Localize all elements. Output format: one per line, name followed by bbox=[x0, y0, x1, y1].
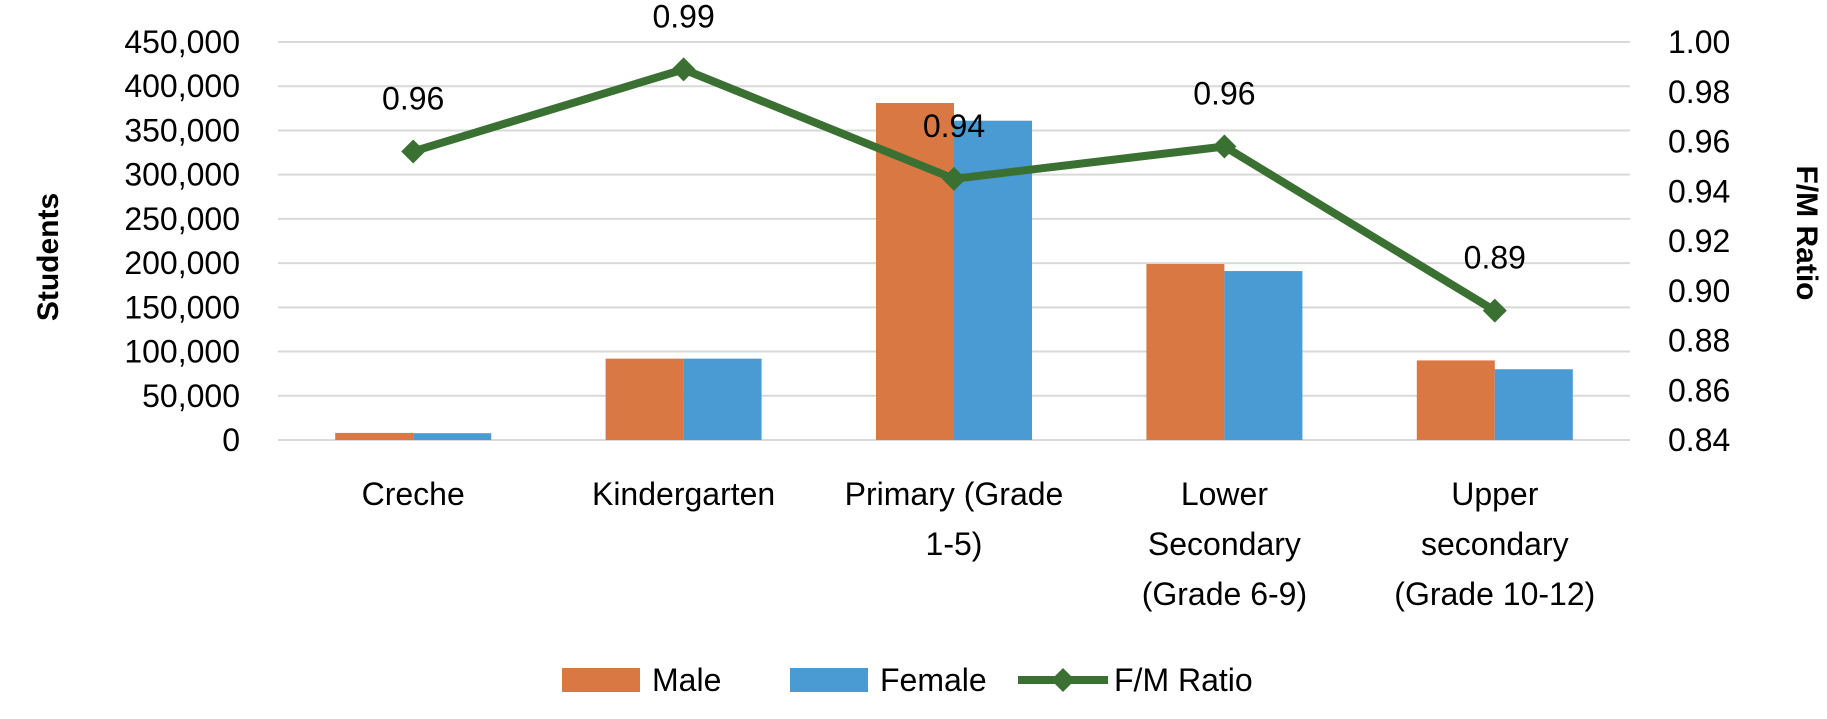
ratio-data-label: 0.94 bbox=[923, 108, 985, 144]
category-label: secondary bbox=[1421, 526, 1569, 562]
ratio-marker bbox=[942, 166, 966, 191]
right-axis-tick-label: 0.84 bbox=[1668, 422, 1730, 458]
category-label: Upper bbox=[1451, 476, 1539, 512]
right-axis-tick-label: 0.98 bbox=[1668, 74, 1730, 110]
left-axis-tick-label: 450,000 bbox=[124, 24, 240, 60]
category-label: (Grade 10-12) bbox=[1394, 576, 1595, 612]
category-label: Kindergarten bbox=[592, 476, 775, 512]
category-label: 1-5) bbox=[926, 526, 983, 562]
left-axis: 0 50,000 100,000 150,000 200,000 250,000 300,0… bbox=[32, 24, 240, 458]
ratio-marker bbox=[401, 139, 426, 164]
bar-series bbox=[335, 103, 1573, 441]
ratio-data-label: 0.96 bbox=[1193, 75, 1255, 111]
ratio-data-label: 0.89 bbox=[1464, 240, 1526, 276]
legend-label: Female bbox=[880, 662, 987, 698]
right-axis: 0.84 0.86 0.88 0.90 0.92 0.94 0.96 0.98 1.00 F/M … bbox=[1668, 24, 1823, 458]
category-label: (Grade 6-9) bbox=[1142, 576, 1307, 612]
legend: Male Female F/M Ratio bbox=[562, 662, 1253, 698]
right-axis-tick-label: 0.88 bbox=[1668, 323, 1730, 359]
category-labels: Creche Kindergarten Primary (Grade 1-5) Lowe… bbox=[362, 476, 1596, 612]
legend-label: F/M Ratio bbox=[1114, 662, 1253, 698]
bar-female bbox=[1224, 271, 1303, 440]
left-axis-tick-label: 100,000 bbox=[124, 334, 240, 370]
bar-male bbox=[335, 432, 414, 440]
ratio-data-label: 0.99 bbox=[652, 0, 714, 34]
category-label: Lower bbox=[1181, 476, 1269, 512]
left-axis-tick-label: 50,000 bbox=[142, 378, 240, 414]
bar-male bbox=[1416, 360, 1495, 440]
right-axis-tick-label: 1.00 bbox=[1668, 24, 1730, 60]
ratio-data-label: 0.96 bbox=[382, 80, 444, 116]
right-axis-tick-label: 0.94 bbox=[1668, 173, 1730, 209]
bar-female bbox=[1494, 369, 1573, 440]
category-label: Creche bbox=[362, 476, 465, 512]
legend-swatch bbox=[790, 668, 868, 692]
legend-marker bbox=[1051, 668, 1075, 692]
ratio-marker bbox=[671, 57, 696, 82]
ratio-marker bbox=[1212, 134, 1237, 159]
legend-swatch bbox=[562, 668, 640, 692]
category-label: Primary (Grade bbox=[845, 476, 1064, 512]
bar-male bbox=[1146, 263, 1225, 440]
left-axis-title: Students bbox=[32, 193, 65, 321]
ratio-marker bbox=[1482, 298, 1507, 323]
bar-female bbox=[413, 433, 492, 440]
left-axis-tick-label: 400,000 bbox=[124, 68, 240, 104]
legend-label: Male bbox=[652, 662, 721, 698]
category-label: Secondary bbox=[1148, 526, 1301, 562]
left-axis-tick-label: 0 bbox=[222, 422, 240, 458]
left-axis-tick-label: 300,000 bbox=[124, 157, 240, 193]
right-axis-tick-label: 0.90 bbox=[1668, 273, 1730, 309]
left-axis-tick-label: 200,000 bbox=[124, 245, 240, 281]
left-axis-tick-label: 350,000 bbox=[124, 112, 240, 148]
right-axis-title: F/M Ratio bbox=[1790, 166, 1823, 301]
right-axis-tick-label: 0.96 bbox=[1668, 124, 1730, 160]
left-axis-tick-label: 250,000 bbox=[124, 201, 240, 237]
bar-male bbox=[605, 358, 684, 440]
right-axis-tick-label: 0.92 bbox=[1668, 223, 1730, 259]
left-axis-tick-label: 150,000 bbox=[124, 289, 240, 325]
bar-female bbox=[683, 358, 762, 440]
right-axis-tick-label: 0.86 bbox=[1668, 372, 1730, 408]
ratio-line-series: 0.96 0.99 0.94 0.96 0.89 bbox=[382, 0, 1526, 323]
